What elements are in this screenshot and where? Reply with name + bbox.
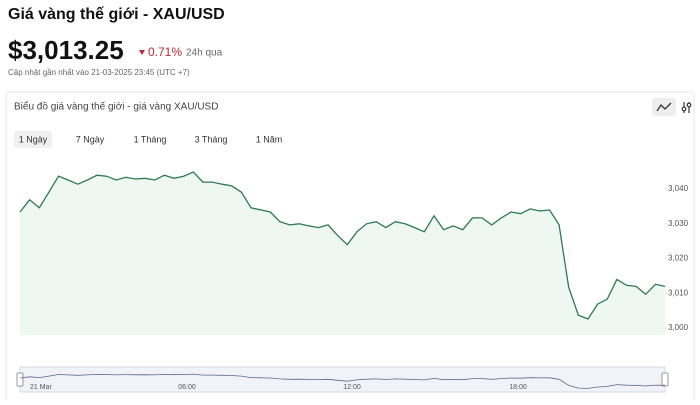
card-title: Biểu đồ giá vàng thế giới - giá vàng XAU…	[14, 101, 218, 113]
down-arrow	[139, 50, 145, 55]
settings-icon[interactable]	[681, 102, 692, 113]
y-tick-label: 3,030	[668, 219, 689, 228]
tab[interactable]: 1 Năm	[256, 134, 283, 144]
price: $3,013.25	[8, 35, 124, 65]
tab[interactable]: 1 Tháng	[134, 134, 167, 144]
navigator-label: 21 Mar	[30, 384, 52, 391]
tab-active[interactable]	[14, 131, 52, 148]
chart-icon-glyph	[656, 102, 672, 112]
tab[interactable]: 1 Ngày	[19, 134, 48, 144]
area	[20, 172, 665, 335]
tab[interactable]: 7 Ngày	[76, 134, 105, 144]
chart-icon[interactable]	[652, 98, 676, 116]
navigator-handle[interactable]	[16, 372, 24, 387]
navigator-line	[19, 373, 666, 389]
page-title: Giá vàng thế giới - XAU/USD	[8, 6, 225, 23]
y-tick-label: 3,000	[668, 323, 689, 332]
y-tick-label: 3,040	[668, 184, 689, 193]
tab[interactable]: 3 Tháng	[195, 134, 228, 144]
navigator-label: 06:00	[178, 384, 196, 391]
navigator-handle[interactable]	[661, 372, 669, 387]
y-tick-label: 3,020	[668, 254, 689, 263]
navigator-label: 18:00	[509, 384, 527, 391]
period: 24h qua	[186, 48, 223, 59]
updated: Cập nhật gần nhất vào 21-03-2025 23:45 (…	[8, 68, 190, 77]
change: 0.71%	[148, 45, 182, 59]
line	[19, 171, 666, 320]
y-tick-label: 3,010	[668, 288, 689, 297]
navigator-label: 12:00	[343, 384, 361, 391]
